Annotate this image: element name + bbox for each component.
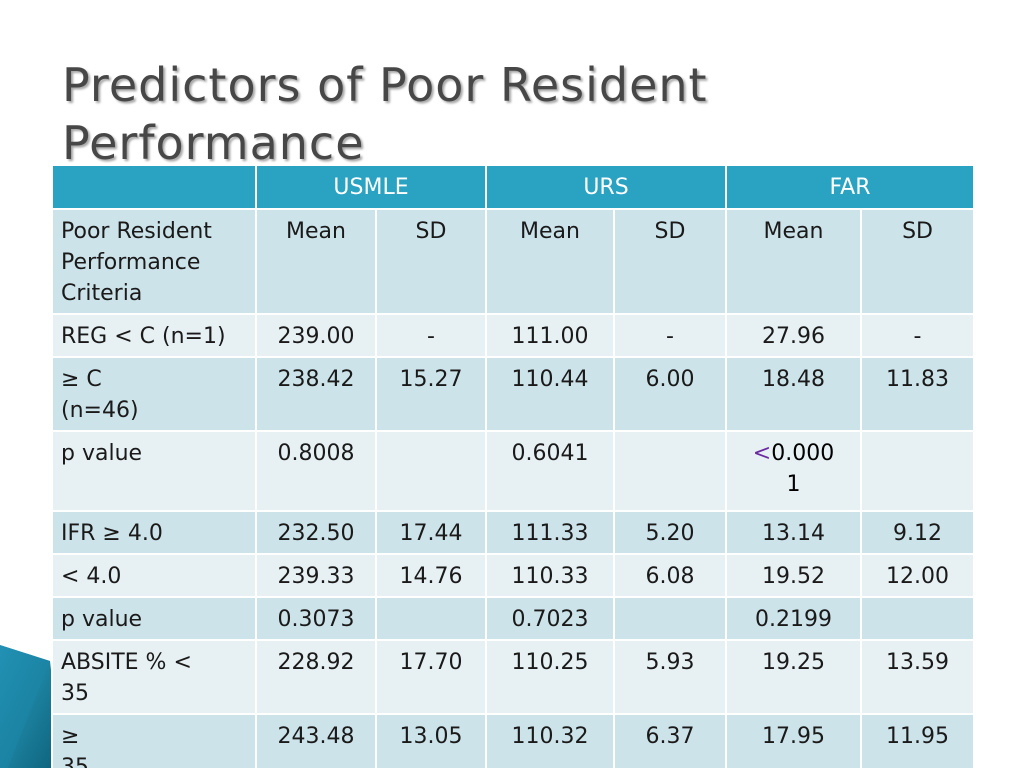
row-label: ≥ 35 — [51, 713, 257, 768]
table-row: REG < C (n=1) 239.00 - 111.00 - 27.96 - — [51, 313, 976, 358]
cell-far-sd: - — [860, 313, 976, 358]
far-p-value: 0.000 1 — [771, 441, 835, 497]
predictors-table: USMLE URS FAR Poor Resident Performance … — [51, 164, 976, 768]
cell-urs-mean: 0.6041 — [485, 430, 615, 512]
header-far: FAR — [725, 164, 976, 210]
table-row: p value 0.3073 0.7023 0.2199 — [51, 596, 976, 641]
cell-urs-mean: 110.44 — [485, 356, 615, 432]
cell-usmle-mean: 228.92 — [255, 639, 377, 715]
cell-usmle-sd: 14.76 — [375, 553, 487, 598]
cell-usmle-sd: 17.70 — [375, 639, 487, 715]
cell-urs-sd: 5.93 — [612, 639, 728, 715]
cell-far-sd: 12.00 — [860, 553, 976, 598]
cell-usmle-sd: 13.05 — [375, 713, 487, 768]
cell-urs-sd: 5.20 — [612, 510, 728, 555]
cell-urs-mean: 111.33 — [485, 510, 615, 555]
cell-urs-mean: 110.32 — [485, 713, 615, 768]
header-empty — [51, 164, 257, 210]
cell-far-mean: 19.25 — [725, 639, 863, 715]
row-label: p value — [51, 596, 257, 641]
cell-far-mean: 0.2199 — [725, 596, 863, 641]
cell-far-sd: 11.83 — [860, 356, 976, 432]
subheader-urs-mean: Mean — [485, 208, 615, 315]
cell-far-mean: <0.000 1 — [725, 430, 863, 512]
cell-usmle-sd — [375, 430, 487, 512]
header-usmle: USMLE — [255, 164, 487, 210]
subheader-usmle-mean: Mean — [255, 208, 377, 315]
subheader-far-mean: Mean — [725, 208, 863, 315]
row-label: ≥ C (n=46) — [51, 356, 257, 432]
subheader-row: Poor Resident Performance Criteria Mean … — [51, 208, 976, 315]
cell-usmle-mean: 0.3073 — [255, 596, 377, 641]
table-row: IFR ≥ 4.0 232.50 17.44 111.33 5.20 13.14… — [51, 510, 976, 555]
cell-urs-mean: 0.7023 — [485, 596, 615, 641]
cell-urs-sd: - — [612, 313, 728, 358]
slide-title: Predictors of Poor Resident Performance — [62, 58, 708, 170]
cell-far-sd: 13.59 — [860, 639, 976, 715]
cell-usmle-mean: 0.8008 — [255, 430, 377, 512]
row-label: IFR ≥ 4.0 — [51, 510, 257, 555]
subheader-urs-sd: SD — [612, 208, 728, 315]
cell-far-sd: 9.12 — [860, 510, 976, 555]
corner-decoration — [0, 645, 62, 768]
cell-usmle-sd: - — [375, 313, 487, 358]
cell-far-mean: 27.96 — [725, 313, 863, 358]
cell-usmle-mean: 238.42 — [255, 356, 377, 432]
table-row: < 4.0 239.33 14.76 110.33 6.08 19.52 12.… — [51, 553, 976, 598]
less-than-symbol: < — [752, 441, 772, 466]
cell-far-mean: 19.52 — [725, 553, 863, 598]
cell-urs-mean: 111.00 — [485, 313, 615, 358]
cell-urs-sd: 6.00 — [612, 356, 728, 432]
cell-urs-sd — [612, 596, 728, 641]
cell-far-sd: 11.95 — [860, 713, 976, 768]
row-label: ABSITE % < 35 — [51, 639, 257, 715]
row-label: < 4.0 — [51, 553, 257, 598]
subheader-usmle-sd: SD — [375, 208, 487, 315]
cell-far-sd — [860, 596, 976, 641]
cell-usmle-sd: 15.27 — [375, 356, 487, 432]
table-row: ≥ C (n=46) 238.42 15.27 110.44 6.00 18.4… — [51, 356, 976, 432]
cell-usmle-mean: 239.33 — [255, 553, 377, 598]
cell-far-mean: 13.14 — [725, 510, 863, 555]
cell-urs-sd: 6.08 — [612, 553, 728, 598]
table-row: p value 0.8008 0.6041 <0.000 1 — [51, 430, 976, 512]
cell-urs-mean: 110.33 — [485, 553, 615, 598]
table-row: ABSITE % < 35 228.92 17.70 110.25 5.93 1… — [51, 639, 976, 715]
cell-usmle-sd — [375, 596, 487, 641]
cell-usmle-mean: 243.48 — [255, 713, 377, 768]
cell-urs-mean: 110.25 — [485, 639, 615, 715]
cell-usmle-mean: 232.50 — [255, 510, 377, 555]
cell-far-sd — [860, 430, 976, 512]
subheader-far-sd: SD — [860, 208, 976, 315]
cell-urs-sd: 6.37 — [612, 713, 728, 768]
group-header-row: USMLE URS FAR — [51, 164, 976, 210]
row-label: p value — [51, 430, 257, 512]
row-label: REG < C (n=1) — [51, 313, 257, 358]
table-row: ≥ 35 243.48 13.05 110.32 6.37 17.95 11.9… — [51, 713, 976, 768]
cell-usmle-sd: 17.44 — [375, 510, 487, 555]
cell-urs-sd — [612, 430, 728, 512]
header-urs: URS — [484, 164, 728, 210]
row-label: Poor Resident Performance Criteria — [51, 208, 257, 315]
cell-far-mean: 18.48 — [725, 356, 863, 432]
cell-usmle-mean: 239.00 — [255, 313, 377, 358]
cell-far-mean: 17.95 — [725, 713, 863, 768]
